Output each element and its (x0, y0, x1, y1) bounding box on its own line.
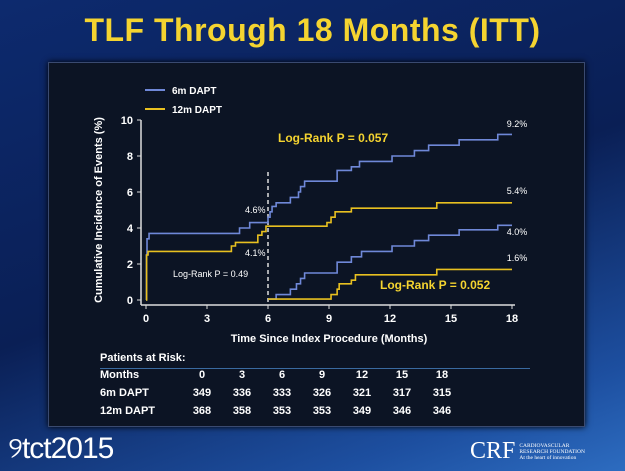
y-tick-label: 2 (127, 259, 133, 271)
risk-cell: 349 (352, 405, 372, 417)
y-tick-label: 8 (127, 151, 133, 163)
risk-cell: 333 (272, 387, 292, 399)
series-line-6m-dapt (145, 133, 512, 301)
chart-panel (48, 62, 585, 427)
y-tick-label: 0 (127, 295, 133, 307)
patients-at-risk-table: Patients at Risk: Months 0 3 6 9 12 15 18 6m DAP… (100, 352, 530, 420)
divider (100, 368, 530, 369)
crf-sub-2: RESEARCH FOUNDATION (519, 448, 585, 455)
risk-row: Months 0 3 6 9 12 15 18 (100, 366, 462, 384)
risk-row-label: 6m DAPT (100, 387, 149, 399)
risk-cell: 18 (435, 369, 449, 381)
risk-cell: 9 (318, 369, 326, 381)
risk-row-label: Months (100, 369, 140, 381)
risk-cell: 346 (432, 405, 452, 417)
y-axis-label: Cumulative Incidence of Events (%) (93, 117, 105, 303)
y-tick-label: 10 (121, 115, 133, 127)
tct-logo-text: tct2015 (21, 432, 114, 465)
slide-title: TLF Through 18 Months (ITT) (84, 12, 541, 48)
series-line-12m-dapt (145, 202, 512, 301)
risk-cell: 346 (392, 405, 412, 417)
risk-cell: 315 (432, 387, 452, 399)
risk-cell: 358 (232, 405, 252, 417)
series-line-6m-dapt (268, 224, 512, 300)
annotation-label: 4.0% (507, 227, 528, 237)
crf-logo: CRF CARDIOVASCULAR RESEARCH FOUNDATION At … (470, 438, 585, 465)
risk-heading: Patients at Risk: (100, 352, 186, 364)
risk-cell: 0 (198, 369, 206, 381)
risk-row: 12m DAPT 368 358 353 353 349 346 346 (100, 402, 462, 420)
annotation-label: 5.4% (507, 186, 528, 196)
legend-label: 6m DAPT (172, 86, 216, 97)
annotation-label: 4.6% (245, 205, 266, 215)
risk-cell: 326 (312, 387, 332, 399)
x-tick-label: 15 (445, 313, 457, 325)
risk-row-label: 12m DAPT (100, 405, 156, 417)
risk-cell: 368 (192, 405, 212, 417)
x-axis-label: Time Since Index Procedure (Months) (231, 333, 428, 345)
annotation-label: Log-Rank P = 0.052 (380, 278, 490, 292)
risk-cell: 317 (392, 387, 412, 399)
risk-cell: 336 (232, 387, 252, 399)
annotation-label: Log-Rank P = 0.49 (173, 269, 248, 279)
y-tick-label: 6 (127, 187, 133, 199)
x-tick-label: 18 (506, 313, 518, 325)
risk-cell: 3 (238, 369, 246, 381)
x-tick-label: 6 (265, 313, 271, 325)
tct-logo: ୨tct2015 (8, 432, 114, 466)
crf-sub-1: CARDIOVASCULAR (519, 442, 570, 449)
risk-cell: 12 (355, 369, 369, 381)
crf-logo-text: CRF (470, 438, 516, 464)
risk-cell: 6 (278, 369, 286, 381)
series-line-12m-dapt (268, 268, 512, 300)
y-tick-label: 4 (127, 223, 134, 235)
risk-cell: 15 (395, 369, 409, 381)
annotation-label: 4.1% (245, 248, 266, 258)
x-tick-label: 0 (143, 313, 149, 325)
legend-label: 12m DAPT (172, 105, 222, 116)
annotation-label: Log-Rank P = 0.057 (278, 131, 388, 145)
risk-cell: 321 (352, 387, 372, 399)
annotation-label: 9.2% (507, 119, 528, 129)
annotation-label: 1.6% (507, 253, 528, 263)
crf-sub-3: At the heart of innovation (519, 454, 577, 461)
risk-cell: 353 (272, 405, 292, 417)
x-tick-label: 12 (384, 313, 396, 325)
risk-row: 6m DAPT 349 336 333 326 321 317 315 (100, 384, 462, 402)
x-tick-label: 3 (204, 313, 210, 325)
risk-cell: 349 (192, 387, 212, 399)
x-tick-label: 9 (326, 313, 332, 325)
risk-cell: 353 (312, 405, 332, 417)
tct-swirl-icon: ୨ (8, 432, 23, 465)
